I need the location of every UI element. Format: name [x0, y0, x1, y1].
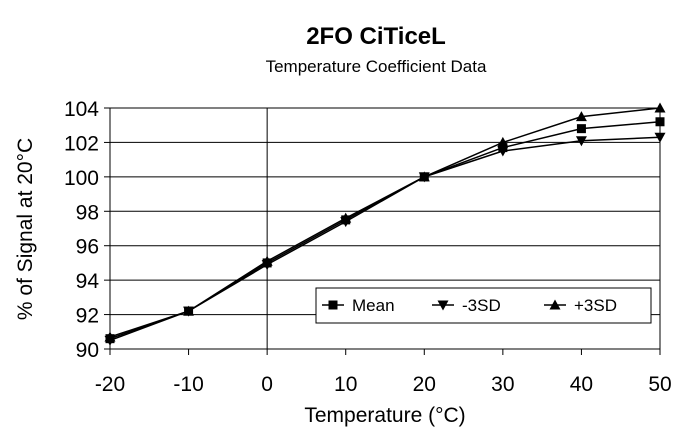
chart-title: 2FO CiTiceL [306, 23, 446, 50]
y-tick-label: 94 [76, 270, 100, 293]
legend-marker [328, 300, 338, 310]
legend-label: Mean [352, 296, 395, 315]
data-point-marker [576, 124, 586, 134]
x-tick-label: 20 [413, 373, 436, 396]
series-lines [104, 102, 666, 346]
x-tick-label: 0 [261, 373, 273, 396]
data-point-marker [183, 305, 195, 316]
legend-item-2: -3SD [432, 296, 501, 315]
data-point-marker [497, 136, 509, 147]
x-tick-label: -20 [95, 373, 125, 396]
y-tick-label: 102 [64, 132, 99, 155]
legend-marker [437, 300, 449, 311]
tick-labels: -20 -10 0 10 20 30 40 50 90 92 94 96 98 100 102 104 [64, 98, 672, 396]
legend-item-1: Mean [322, 296, 395, 315]
legend-item-3: +3SD [544, 296, 617, 315]
x-tick-label: -10 [173, 373, 203, 396]
legend-box [315, 287, 652, 324]
y-tick-label: 90 [76, 339, 99, 362]
grid-lines [110, 107, 660, 350]
x-tick-label: 50 [648, 373, 671, 396]
y-tick-label: 104 [64, 98, 99, 121]
x-axis-label: Temperature (°C) [304, 404, 465, 427]
data-point-marker [340, 212, 352, 223]
x-tick-label: 40 [570, 373, 593, 396]
series-line [109, 107, 661, 338]
series-3 [104, 102, 666, 342]
y-tick-label: 96 [76, 236, 99, 259]
axes [104, 107, 661, 355]
y-tick-label: 100 [64, 167, 99, 190]
chart-subtitle: Temperature Coefficient Data [266, 57, 487, 76]
data-point-marker [418, 171, 430, 182]
y-axis-label: % of Signal at 20°C [14, 138, 37, 320]
legend: Mean -3SD +3SD [315, 287, 652, 324]
legend-label: +3SD [574, 296, 617, 315]
legend-marker [549, 299, 561, 310]
data-point-marker [497, 146, 509, 157]
y-tick-label: 98 [76, 201, 99, 224]
x-tick-label: 30 [491, 373, 514, 396]
x-tick-label: 10 [334, 373, 357, 396]
data-point-marker [104, 331, 116, 342]
data-point-marker [654, 102, 666, 113]
y-tick-label: 92 [76, 305, 99, 328]
data-point-marker [654, 132, 666, 143]
data-point-marker [261, 255, 273, 266]
data-point-marker [655, 117, 665, 127]
data-point-marker [575, 111, 587, 122]
legend-items: Mean -3SD +3SD [322, 296, 617, 315]
legend-label: -3SD [462, 296, 501, 315]
data-point-marker [575, 136, 587, 147]
